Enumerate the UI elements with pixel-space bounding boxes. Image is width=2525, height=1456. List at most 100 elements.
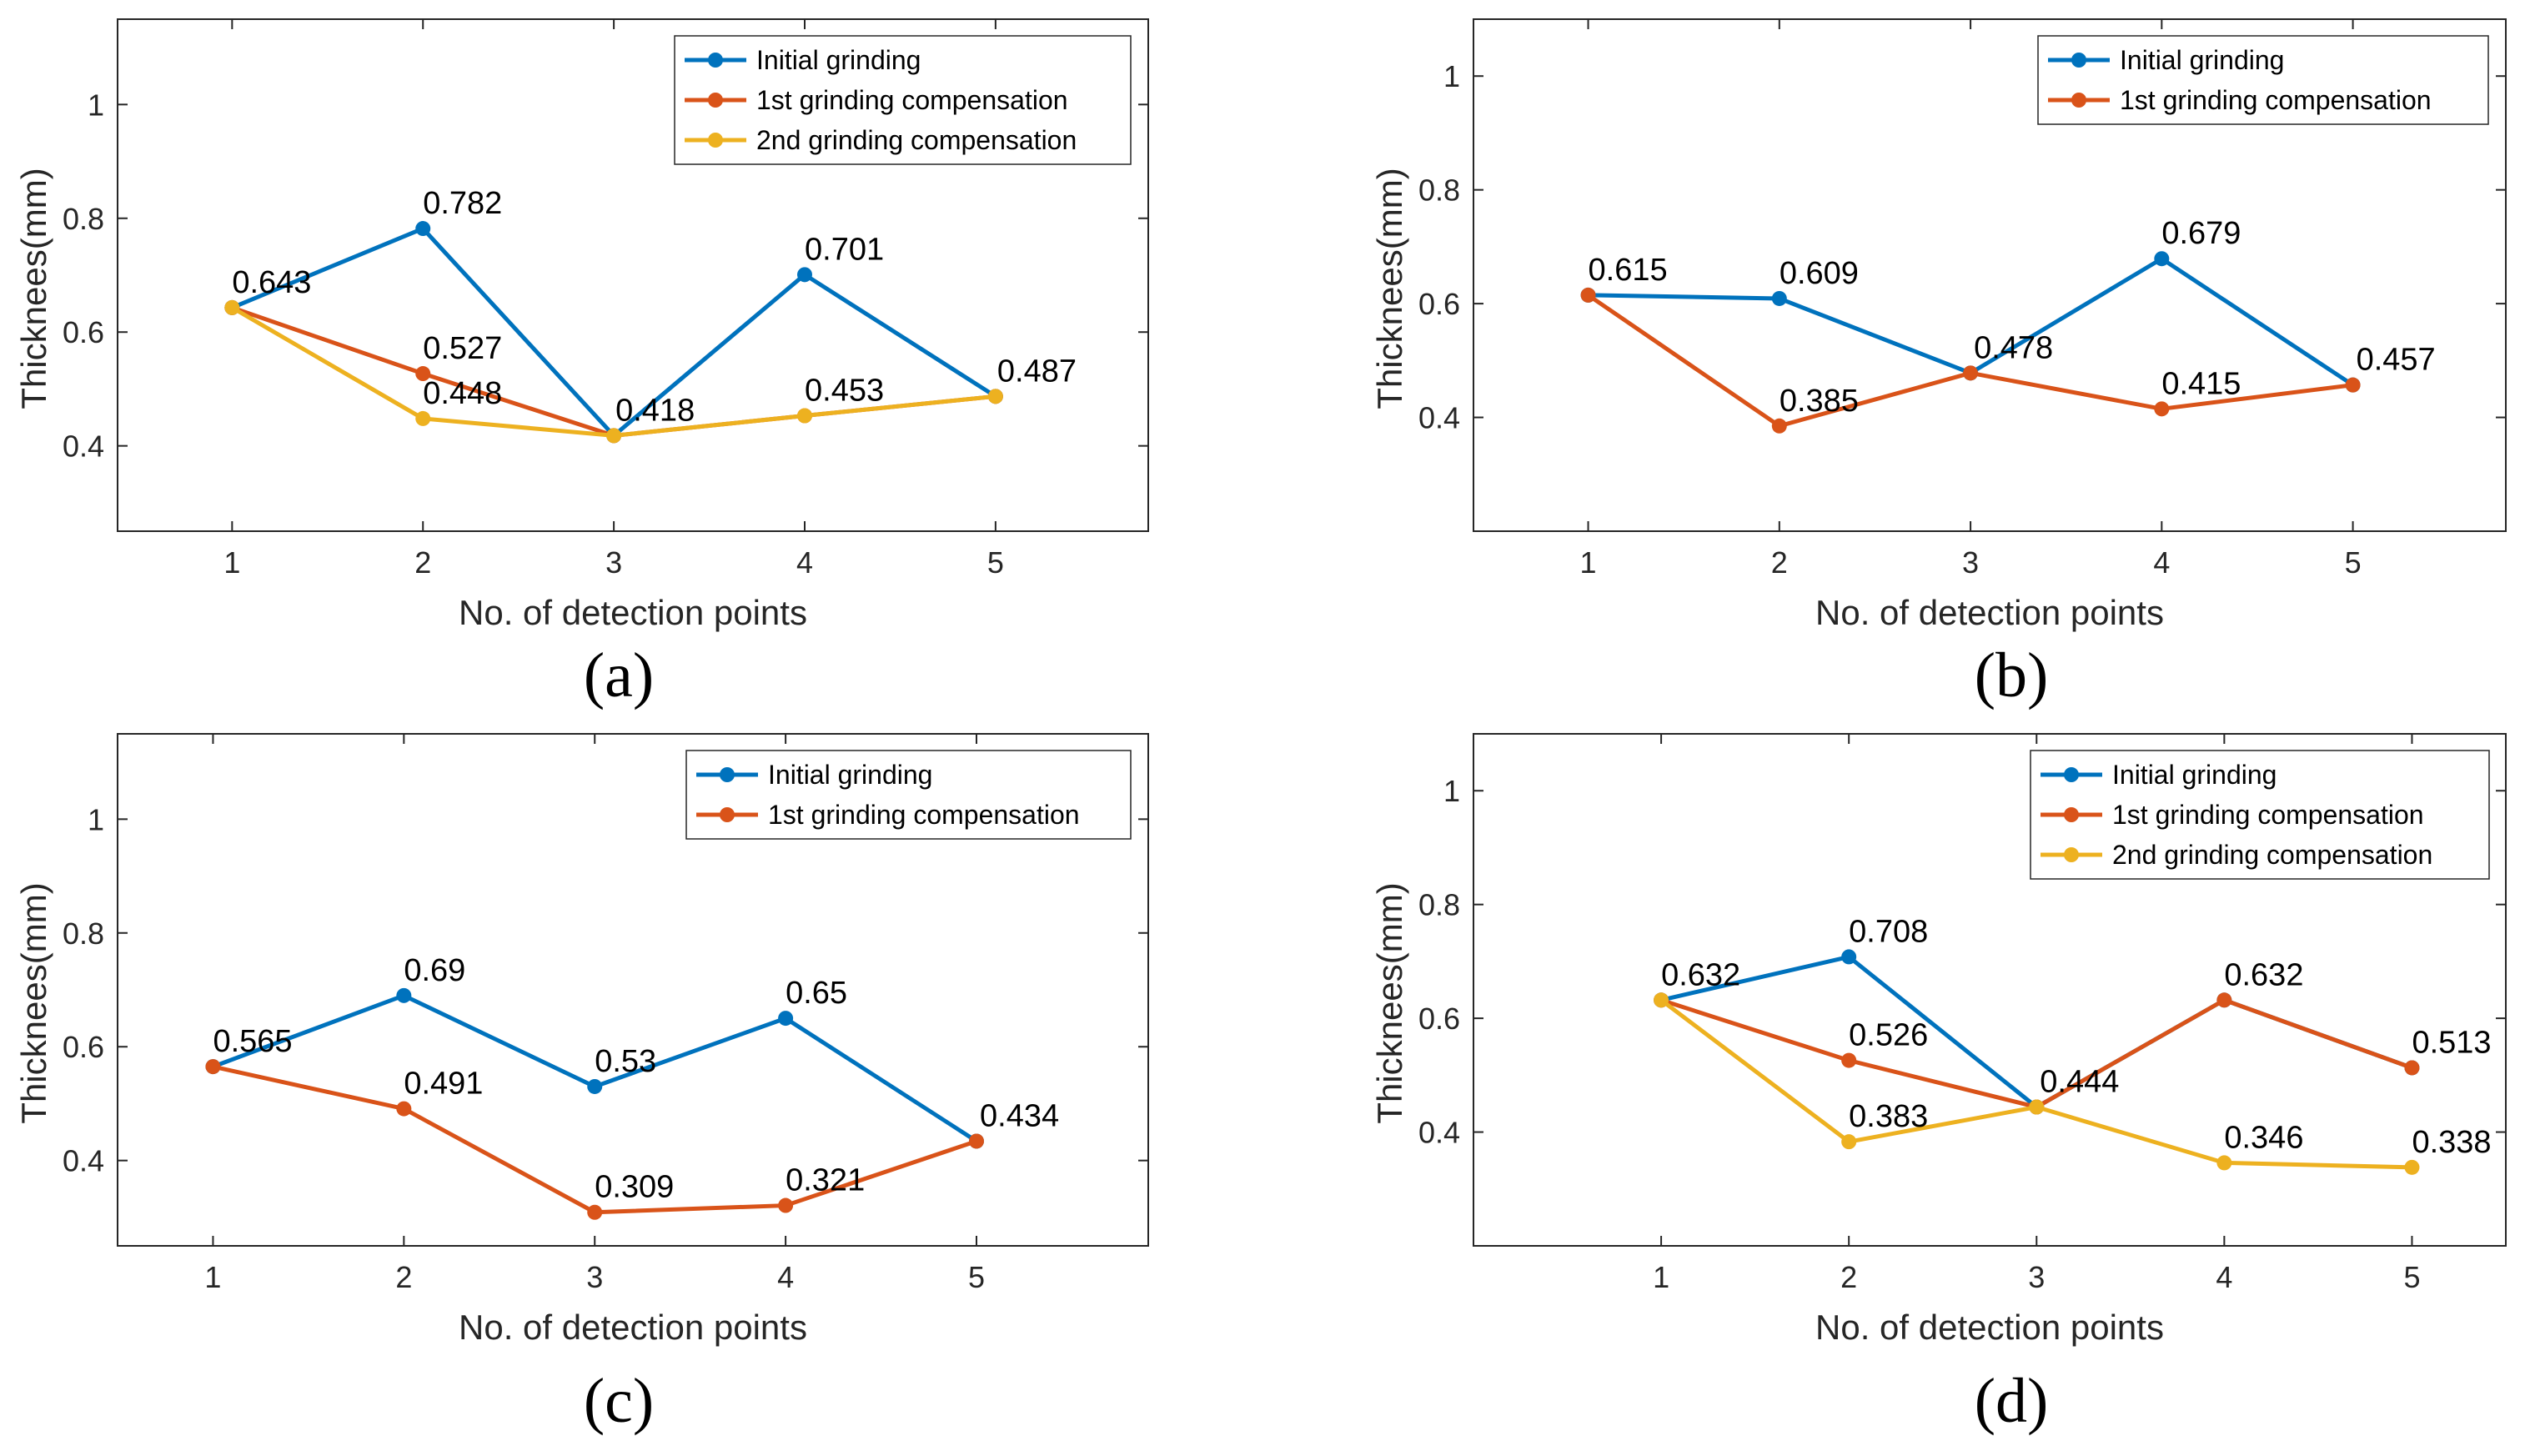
data-label: 0.434	[980, 1098, 1059, 1133]
y-tick-label: 0.4	[1418, 1116, 1460, 1150]
data-point	[1580, 287, 1596, 303]
legend-marker	[2064, 847, 2079, 862]
panel-label: (b)	[1975, 640, 2049, 710]
y-axis-label: Thicknees(mm)	[14, 882, 53, 1123]
legend-marker	[708, 133, 723, 148]
legend-entry: Initial grinding	[756, 45, 921, 75]
data-label: 0.491	[404, 1067, 483, 1102]
data-label: 0.383	[1849, 1099, 1928, 1134]
data-point	[396, 987, 412, 1003]
x-tick-label: 5	[2403, 1260, 2420, 1294]
legend: Initial grinding 1st grinding compensatio…	[2030, 750, 2490, 880]
data-point	[396, 1101, 412, 1117]
data-point	[778, 1197, 794, 1213]
legend-box	[674, 35, 1132, 165]
data-label: 0.338	[2412, 1125, 2491, 1160]
x-axis-label: No. of detection points	[459, 593, 807, 632]
data-point	[969, 1133, 984, 1149]
legend-box	[685, 750, 1132, 840]
y-axis-label: Thicknees(mm)	[1370, 882, 1409, 1123]
chart-panel-1: 1 2 3 4 5 0.4 0.6 0.8 1 No. of detection points Th…	[14, 18, 1149, 710]
y-tick-label: 0.6	[63, 1030, 104, 1064]
legend-entry: 1st grinding compensation	[756, 85, 1068, 115]
data-label: 0.385	[1780, 384, 1859, 419]
x-tick-label: 2	[395, 1260, 412, 1294]
y-axis-label: Thicknees(mm)	[1370, 168, 1409, 409]
chart-panel-2: 1 2 3 4 5 0.4 0.6 0.8 1 No. of detection points Th…	[1370, 18, 2507, 710]
data-point	[2345, 377, 2361, 393]
data-label: 0.444	[2040, 1065, 2119, 1100]
x-tick-label: 4	[796, 545, 813, 580]
plot-area	[1473, 733, 2507, 1247]
panel-label: (d)	[1975, 1366, 2049, 1436]
data-point	[415, 410, 431, 426]
data-label: 0.69	[404, 953, 465, 988]
data-label: 0.309	[595, 1170, 674, 1205]
data-point	[1841, 1052, 1857, 1068]
data-point	[778, 1011, 794, 1027]
data-label: 0.65	[786, 976, 847, 1011]
legend-marker	[720, 807, 735, 822]
legend-entry: Initial grinding	[2120, 45, 2284, 75]
data-point	[2029, 1099, 2045, 1115]
x-tick-label: 1	[204, 1260, 221, 1294]
y-tick-label: 0.4	[1418, 401, 1460, 435]
data-label: 0.615	[1589, 253, 1668, 288]
data-point	[2216, 1155, 2232, 1171]
data-label: 0.453	[805, 374, 884, 409]
legend-marker	[2064, 807, 2079, 822]
y-tick-label: 0.4	[63, 1144, 104, 1178]
legend: Initial grinding 1st grinding compensatio…	[674, 35, 1132, 165]
data-label: 0.609	[1780, 256, 1859, 291]
data-label: 0.478	[1974, 330, 2053, 365]
y-tick-label: 1	[1443, 774, 1460, 808]
data-label: 0.708	[1849, 914, 1928, 949]
legend-entry: 2nd grinding compensation	[756, 125, 1077, 155]
data-point	[1841, 949, 1857, 965]
data-label: 0.487	[997, 354, 1077, 389]
y-tick-label: 1	[88, 802, 104, 836]
data-point	[606, 428, 622, 444]
data-point	[415, 366, 431, 382]
data-point	[987, 389, 1003, 404]
x-tick-label: 3	[2028, 1260, 2045, 1294]
y-tick-label: 1	[88, 88, 104, 122]
y-tick-label: 0.6	[1418, 287, 1460, 321]
x-tick-label: 2	[414, 545, 431, 580]
data-label: 0.53	[595, 1044, 656, 1079]
x-tick-label: 4	[2153, 545, 2170, 580]
data-point	[2154, 401, 2170, 417]
data-point	[797, 408, 812, 424]
data-label: 0.415	[2161, 366, 2241, 401]
legend-entry: 1st grinding compensation	[768, 800, 1080, 830]
data-label: 0.643	[232, 265, 311, 300]
data-point	[2404, 1159, 2420, 1175]
data-point	[2154, 251, 2170, 267]
x-tick-label: 1	[1653, 1260, 1669, 1294]
data-point	[205, 1059, 221, 1075]
y-tick-label: 1	[1443, 59, 1460, 93]
legend-marker	[2071, 93, 2086, 108]
data-label: 0.782	[423, 186, 502, 221]
data-label: 0.457	[2357, 343, 2436, 378]
legend-entry: 1st grinding compensation	[2120, 85, 2432, 115]
data-point	[1771, 290, 1787, 306]
data-label: 0.418	[615, 393, 695, 428]
data-label: 0.679	[2161, 216, 2241, 251]
data-point	[587, 1204, 603, 1220]
data-point	[224, 299, 240, 315]
panel-label: (a)	[584, 640, 654, 710]
legend-marker	[2064, 767, 2079, 782]
legend-marker	[720, 767, 735, 782]
x-tick-label: 5	[2345, 545, 2362, 580]
legend-marker	[708, 53, 723, 68]
y-axis-label: Thicknees(mm)	[14, 168, 53, 409]
data-label: 0.513	[2412, 1025, 2491, 1060]
legend-box	[2037, 35, 2489, 125]
legend-box	[2030, 750, 2490, 880]
data-label: 0.321	[786, 1163, 865, 1198]
y-tick-label: 0.8	[63, 916, 104, 951]
x-tick-label: 2	[1771, 545, 1788, 580]
data-label: 0.565	[213, 1024, 292, 1059]
